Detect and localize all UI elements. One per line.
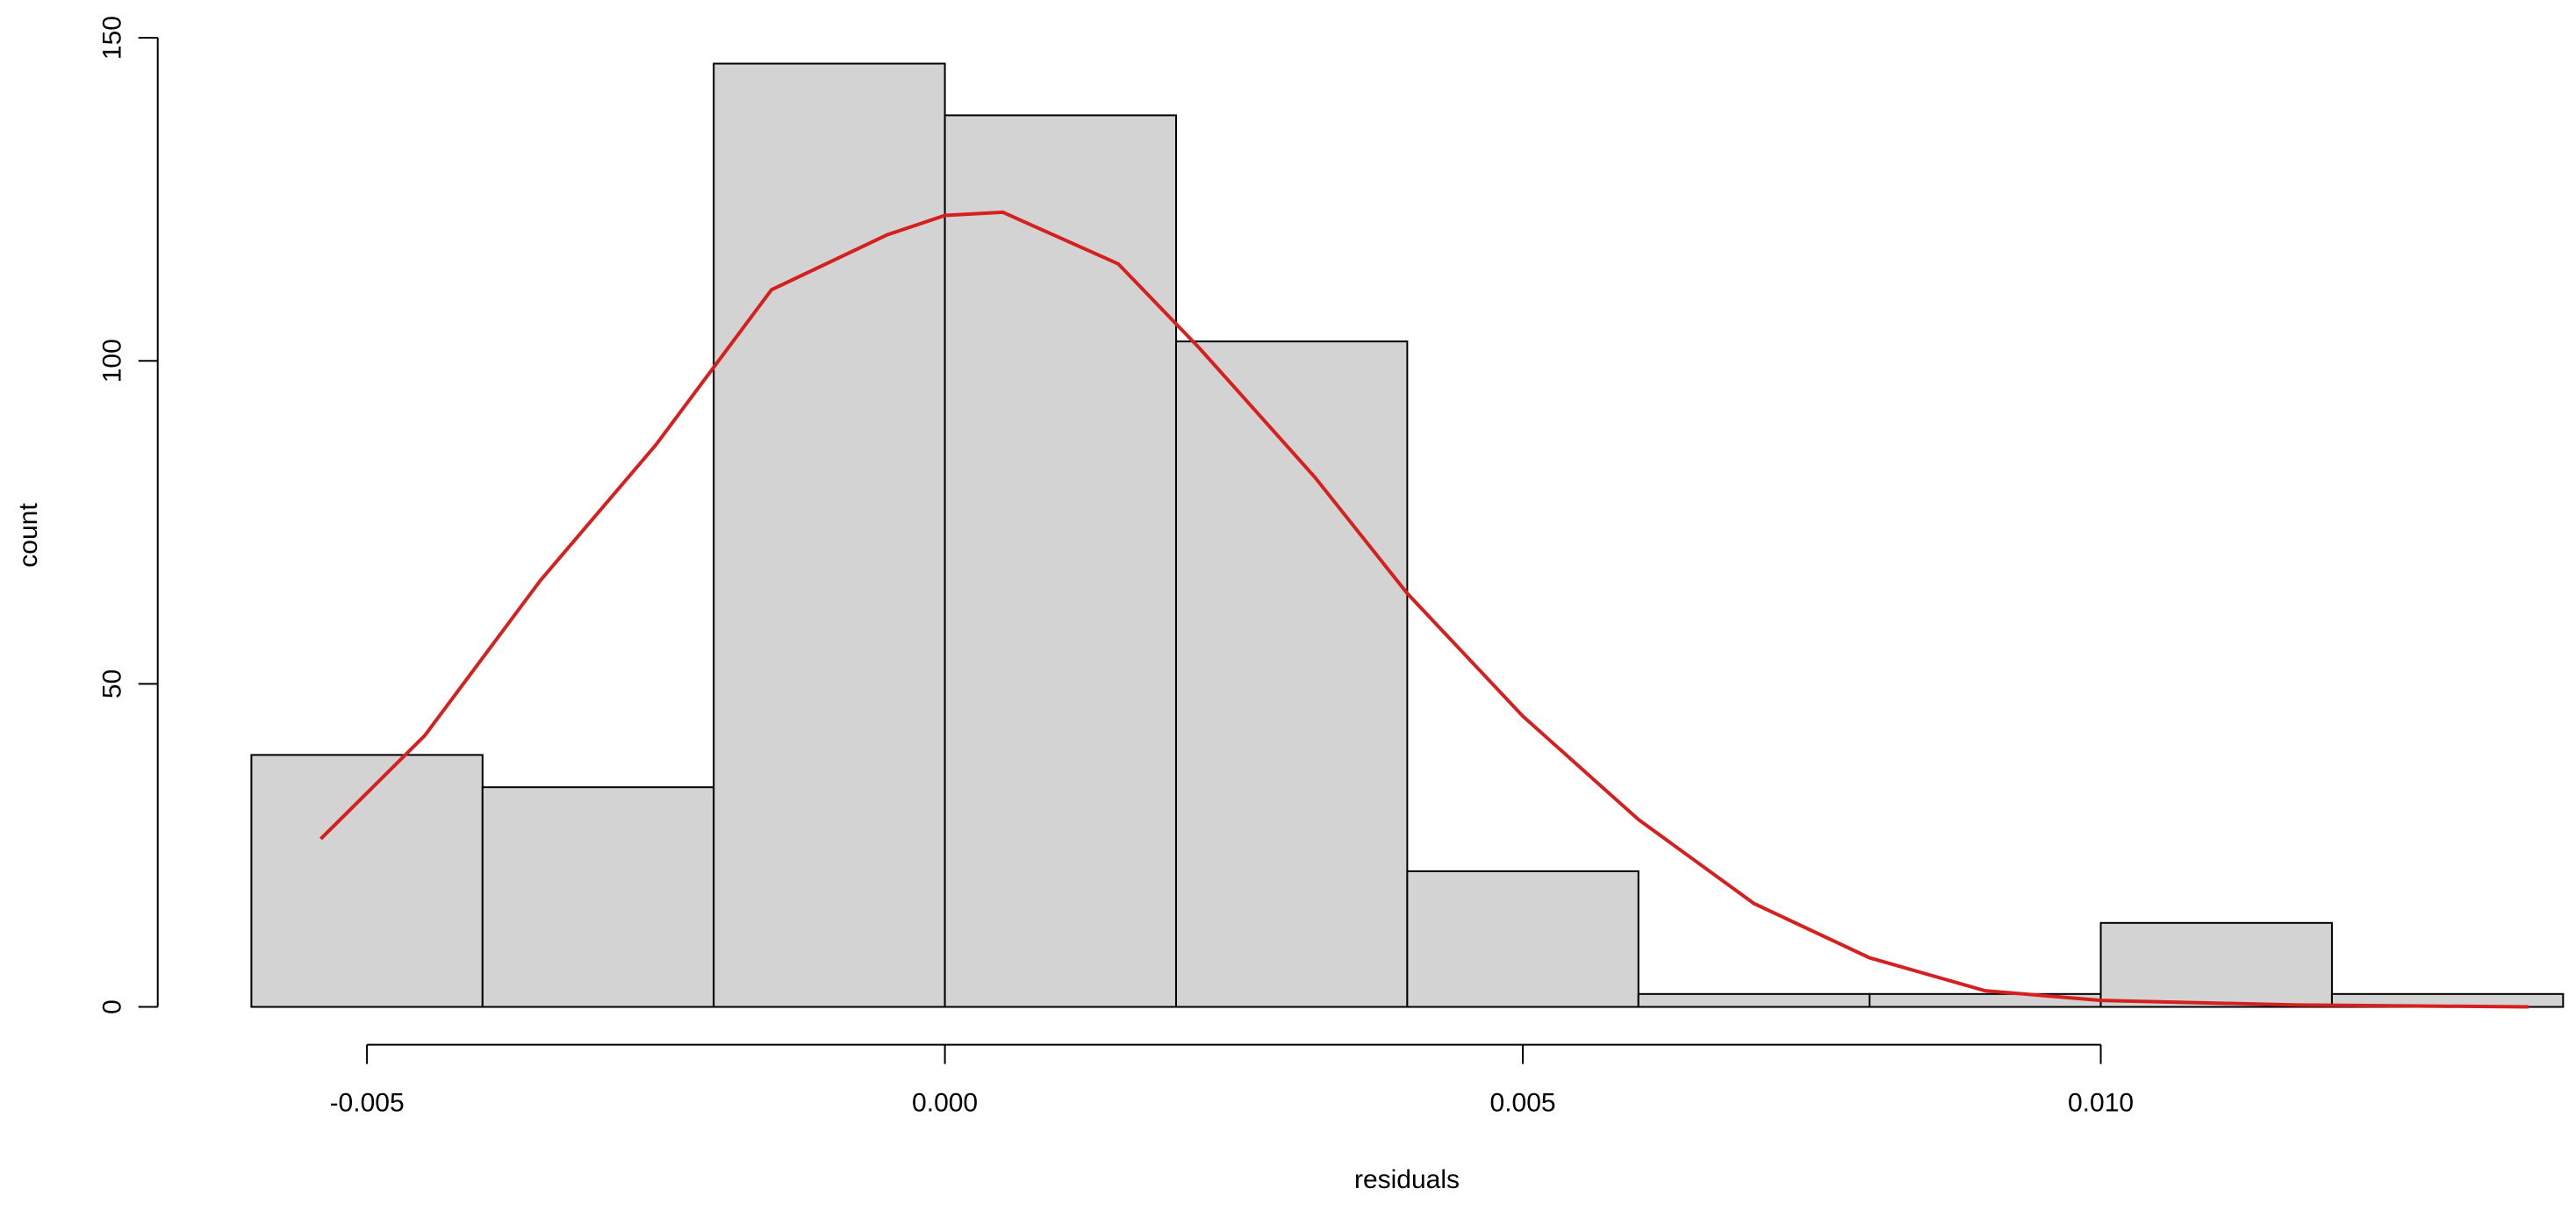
bar	[713, 62, 946, 1008]
bar	[1637, 992, 1871, 1008]
x-tick-label: 0.005	[1490, 1089, 1556, 1118]
y-tick-label: 100	[98, 339, 127, 383]
density-curve	[319, 210, 2529, 1009]
bar	[944, 114, 1177, 1008]
x-tick-label: 0.010	[2068, 1089, 2134, 1118]
bar	[1406, 870, 1640, 1008]
x-axis-label: residuals	[1354, 1165, 1460, 1194]
x-tick-label: -0.005	[330, 1089, 405, 1118]
y-tick-label: 150	[98, 16, 127, 60]
x-tick-label: 0.000	[912, 1089, 978, 1118]
bar	[250, 754, 484, 1008]
bar	[1174, 340, 1409, 1008]
y-tick-label: 0	[98, 999, 127, 1014]
y-axis-label: count	[14, 503, 43, 568]
bar	[2099, 921, 2333, 1008]
y-tick-label: 50	[98, 669, 127, 698]
bar	[481, 786, 715, 1008]
